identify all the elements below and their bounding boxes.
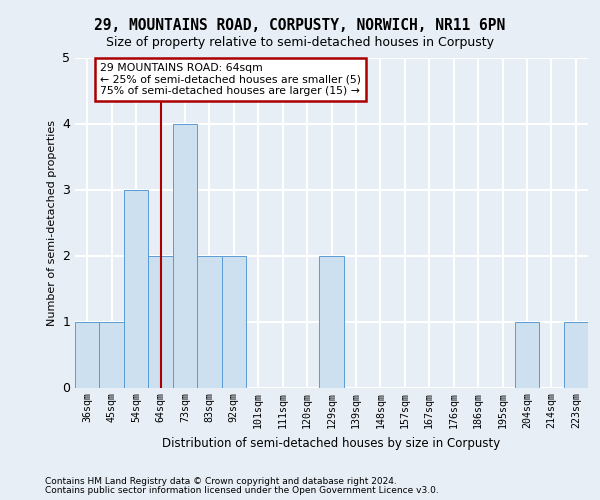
Bar bbox=[100, 322, 124, 388]
Bar bbox=[563, 322, 588, 388]
Text: 29, MOUNTAINS ROAD, CORPUSTY, NORWICH, NR11 6PN: 29, MOUNTAINS ROAD, CORPUSTY, NORWICH, N… bbox=[94, 18, 506, 32]
Text: Contains public sector information licensed under the Open Government Licence v3: Contains public sector information licen… bbox=[45, 486, 439, 495]
Y-axis label: Number of semi-detached properties: Number of semi-detached properties bbox=[47, 120, 56, 326]
Bar bbox=[515, 322, 539, 388]
Text: 29 MOUNTAINS ROAD: 64sqm
← 25% of semi-detached houses are smaller (5)
75% of se: 29 MOUNTAINS ROAD: 64sqm ← 25% of semi-d… bbox=[100, 63, 361, 96]
Bar bbox=[197, 256, 221, 388]
Bar bbox=[319, 256, 344, 388]
Bar bbox=[221, 256, 246, 388]
X-axis label: Distribution of semi-detached houses by size in Corpusty: Distribution of semi-detached houses by … bbox=[163, 436, 500, 450]
Text: Size of property relative to semi-detached houses in Corpusty: Size of property relative to semi-detach… bbox=[106, 36, 494, 49]
Bar bbox=[75, 322, 100, 388]
Bar bbox=[124, 190, 148, 388]
Bar bbox=[148, 256, 173, 388]
Bar bbox=[173, 124, 197, 388]
Text: Contains HM Land Registry data © Crown copyright and database right 2024.: Contains HM Land Registry data © Crown c… bbox=[45, 477, 397, 486]
